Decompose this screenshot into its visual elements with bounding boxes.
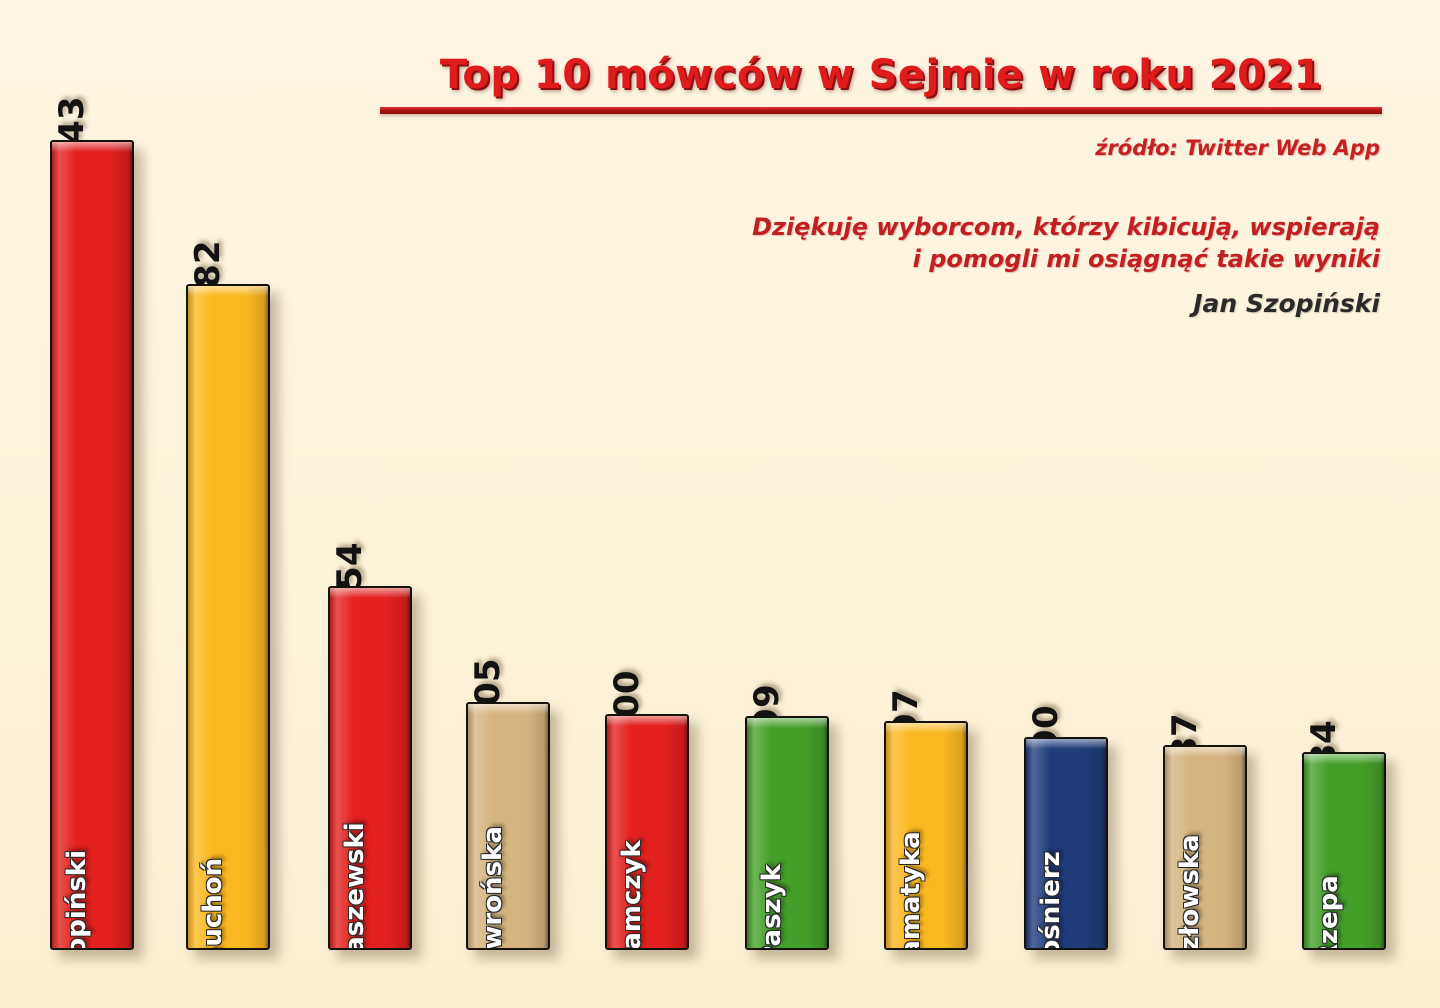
bar[interactable]: T. Tomaszewski xyxy=(328,586,412,950)
bar-fill xyxy=(330,588,410,948)
bar[interactable]: M. Gramatyka xyxy=(884,721,968,950)
title-block: Top 10 mówców w Sejmie w roku 2021 xyxy=(380,54,1382,114)
bar-fill xyxy=(747,718,827,948)
bar-group-5[interactable]: 100 R. Adamczyk xyxy=(605,624,689,950)
note-line-1: Dziękuję wyborcom, którzy kibicują, wspi… xyxy=(752,213,1380,241)
bar[interactable]: R. Adamczyk xyxy=(605,714,689,950)
bar[interactable]: M. Kozłowska xyxy=(1163,745,1247,950)
bar-fill xyxy=(188,286,268,948)
bar-fill xyxy=(886,723,966,948)
bar-group-9[interactable]: 87 M. Kozłowska xyxy=(1163,655,1247,950)
bar-fill xyxy=(607,716,687,948)
bar[interactable]: D. Sośnierz xyxy=(1024,737,1108,950)
bar-group-2[interactable]: 282 M. Suchoń xyxy=(186,194,270,950)
page-title: Top 10 mówców w Sejmie w roku 2021 xyxy=(439,52,1323,98)
bar[interactable]: K. Skowrońska xyxy=(466,702,550,950)
bar[interactable]: J. Rzepa xyxy=(1302,752,1386,950)
bar-group-10[interactable]: 84 J. Rzepa xyxy=(1302,662,1386,950)
bar-fill xyxy=(1165,747,1245,948)
bar-group-4[interactable]: 105 K. Skowrońska xyxy=(466,612,550,950)
bar-fill xyxy=(468,704,548,948)
bar-fill xyxy=(52,142,132,948)
thank-you-note: Dziękuję wyborcom, którzy kibicują, wspi… xyxy=(752,212,1380,320)
bar[interactable]: K. Paszyk xyxy=(745,716,829,950)
bar-group-3[interactable]: 154 T. Tomaszewski xyxy=(328,496,412,950)
bar-fill xyxy=(1304,754,1384,948)
note-line-2: i pomogli mi osiągnąć takie wyniki xyxy=(912,244,1380,273)
bar-group-8[interactable]: 90 D. Sośnierz xyxy=(1024,647,1108,950)
bar-group-1[interactable]: 343 J. Szopiński xyxy=(50,50,134,950)
bar[interactable]: J. Szopiński xyxy=(50,140,134,950)
source-credit: źródło: Twitter Web App xyxy=(1095,136,1380,160)
title-underline xyxy=(380,107,1382,114)
note-author: Jan Szopiński xyxy=(1193,289,1380,319)
bar-group-6[interactable]: 99 K. Paszyk xyxy=(745,626,829,950)
bar-fill xyxy=(1026,739,1106,948)
bar-group-7[interactable]: 97 M. Gramatyka xyxy=(884,631,968,950)
bar[interactable]: M. Suchoń xyxy=(186,284,270,950)
